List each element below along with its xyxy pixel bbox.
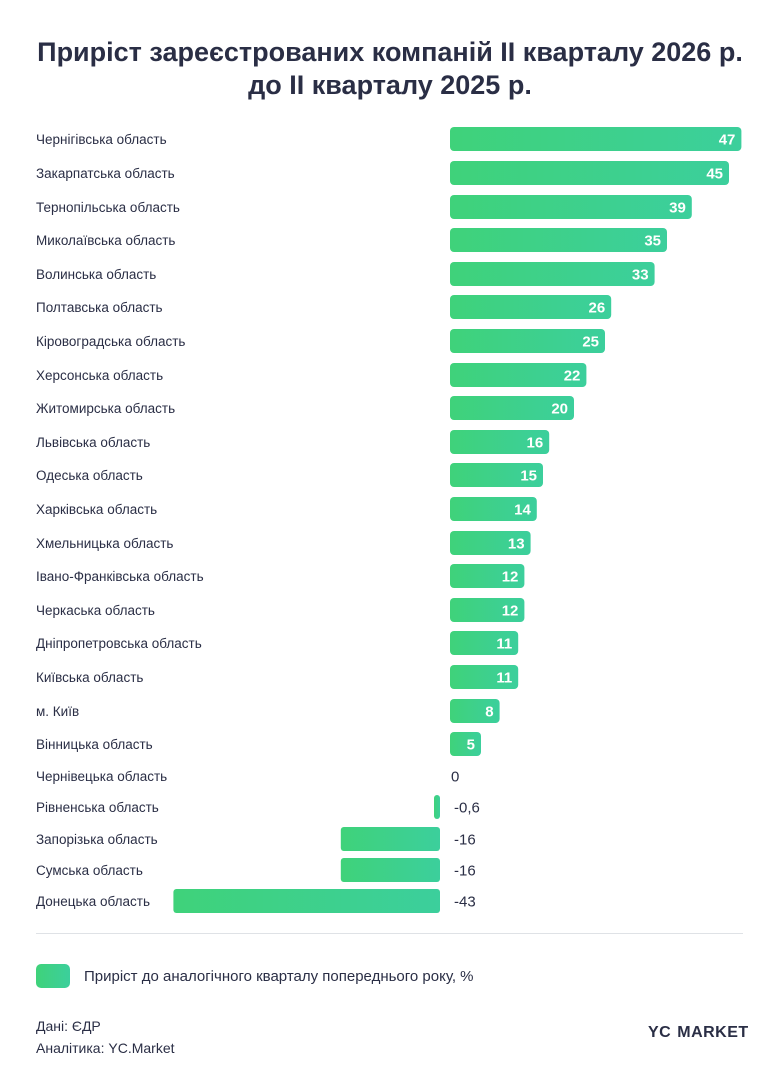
bar — [450, 195, 692, 219]
bar — [450, 363, 587, 387]
logo-market: MARKET — [677, 1024, 749, 1041]
data-label: 20 — [551, 401, 568, 418]
divider — [36, 933, 743, 934]
category-label: Одеська область — [36, 468, 143, 483]
data-label: -43 — [454, 894, 476, 911]
bar — [450, 127, 742, 151]
category-label: Волинська область — [36, 267, 156, 282]
data-label: -16 — [454, 863, 476, 880]
category-label: Кіровоградська область — [36, 334, 185, 349]
bar — [450, 665, 519, 689]
category-label: Вінницька область — [36, 737, 153, 752]
category-label: Запорізька область — [36, 832, 158, 847]
data-label: 35 — [644, 233, 661, 250]
category-label: Донецька область — [36, 894, 150, 909]
data-label: 47 — [719, 132, 736, 149]
bar — [450, 228, 667, 252]
bar — [450, 295, 612, 319]
data-label: 11 — [496, 670, 512, 687]
data-label: 33 — [632, 267, 649, 284]
legend-swatch — [36, 964, 70, 988]
category-label: Чернігівська область — [36, 132, 167, 147]
bar — [173, 889, 440, 913]
data-label: 12 — [502, 569, 519, 586]
data-label: 5 — [467, 737, 475, 754]
data-label: 8 — [485, 704, 493, 721]
source-info: Дані: ЄДР Аналітика: YC.Market — [36, 1015, 175, 1059]
bar — [450, 396, 574, 420]
bar — [450, 564, 525, 588]
chart-title: Приріст зареєстрованих компаній ІІ кварт… — [0, 36, 780, 102]
category-label: Київська область — [36, 670, 143, 685]
category-label: Рівненська область — [36, 800, 159, 815]
bar — [450, 329, 605, 353]
bar — [450, 699, 500, 723]
data-label: 26 — [589, 300, 606, 317]
legend-label: Приріст до аналогічного кварталу поперед… — [84, 967, 474, 985]
bars-group: Чернігівська область 47 Закарпатська облас… — [36, 127, 742, 913]
data-label: 22 — [564, 368, 581, 385]
data-label: 16 — [527, 435, 544, 452]
category-label: Харківська область — [36, 502, 157, 517]
category-label: Чернівецька область — [36, 769, 167, 784]
category-label: Хмельницька область — [36, 536, 173, 551]
bar — [450, 531, 531, 555]
bar — [450, 463, 543, 487]
chart-title-line2: до ІІ кварталу 2025 р. — [248, 70, 532, 100]
category-label: Черкаська область — [36, 603, 155, 618]
category-label: м. Київ — [36, 704, 79, 719]
bar — [450, 732, 481, 756]
category-label: Львівська область — [36, 435, 150, 450]
bar — [450, 598, 525, 622]
logo-yc: YC — [648, 1024, 672, 1041]
category-label: Івано-Франківська область — [36, 569, 204, 584]
data-label: 14 — [514, 502, 531, 519]
bar — [450, 262, 655, 286]
bar — [434, 795, 440, 819]
chart-title-line1: Приріст зареєстрованих компаній ІІ кварт… — [37, 37, 743, 67]
brand-logo: YC MARKET — [648, 1024, 749, 1042]
category-label: Житомирська область — [36, 401, 175, 416]
data-label: 12 — [502, 603, 519, 620]
bar — [340, 827, 440, 851]
bar — [450, 631, 519, 655]
bar — [450, 161, 729, 185]
category-label: Херсонська область — [36, 368, 163, 383]
data-label: -16 — [454, 832, 476, 849]
category-label: Закарпатська область — [36, 166, 175, 181]
data-label: 11 — [496, 636, 512, 653]
bar-chart: Чернігівська область 47 Закарпатська облас… — [36, 127, 742, 913]
data-label: 0 — [451, 769, 459, 786]
bar — [450, 497, 537, 521]
bar — [340, 858, 440, 882]
category-label: Тернопільська область — [36, 200, 180, 215]
legend: Приріст до аналогічного кварталу поперед… — [36, 964, 474, 988]
data-label: 25 — [582, 334, 599, 351]
category-label: Дніпропетровська область — [36, 636, 202, 651]
data-label: 39 — [669, 200, 686, 217]
data-label: 15 — [520, 468, 537, 485]
data-label: 13 — [508, 536, 525, 553]
data-label: 45 — [706, 166, 723, 183]
category-label: Полтавська область — [36, 300, 163, 315]
bar — [450, 430, 550, 454]
source-data: Дані: ЄДР — [36, 1018, 101, 1034]
category-label: Сумська область — [36, 863, 143, 878]
source-analytics: Аналітика: YC.Market — [36, 1040, 175, 1056]
category-label: Миколаївська область — [36, 233, 175, 248]
data-label: -0,6 — [454, 800, 480, 817]
